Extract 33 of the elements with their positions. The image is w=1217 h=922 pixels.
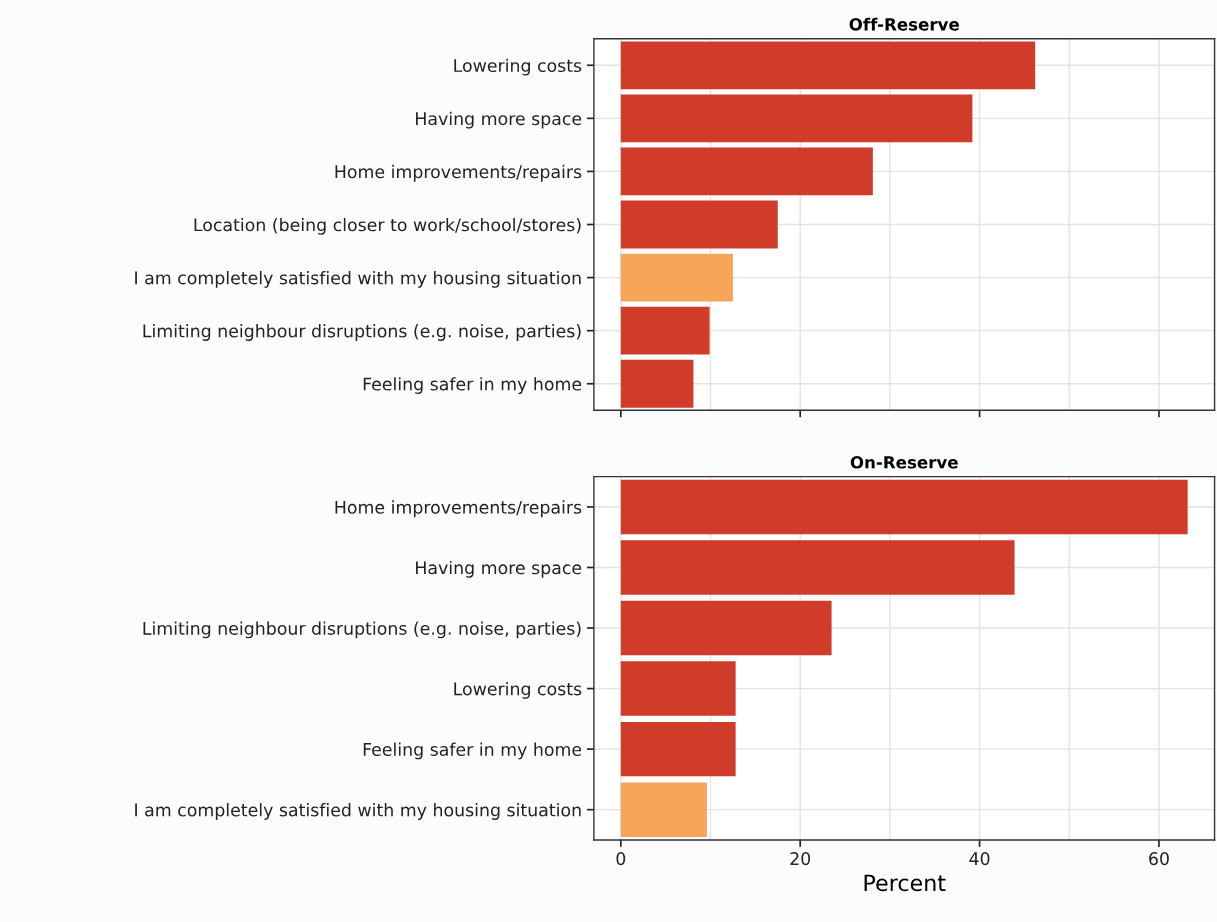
bar [620, 94, 973, 143]
y-tick-label: Having more space [416, 560, 582, 578]
bar [620, 306, 710, 355]
y-tick-label: Limiting neighbour disruptions (e.g. noise, parties) [143, 621, 581, 639]
bar [620, 540, 1015, 595]
y-tick-label: Limiting neighbour disruptions (e.g. noise, parties) [143, 324, 581, 341]
bar [620, 661, 736, 716]
bar [620, 147, 873, 196]
bar [620, 721, 736, 777]
y-tick-label: Lowering costs [454, 681, 582, 699]
bar [620, 359, 694, 408]
bar [620, 253, 733, 302]
bar [620, 200, 778, 249]
y-tick-label: I am completely satisfied with my housing situation [135, 270, 581, 288]
chart-title: Off-Reserve [849, 17, 959, 31]
x-tick-label: 60 [1149, 852, 1169, 866]
bar [620, 41, 1036, 90]
y-tick-label: Home improvements/repairs [335, 164, 582, 182]
y-tick-label: Lowering costs [454, 58, 582, 76]
bar [620, 479, 1188, 535]
y-tick-label: Home improvements/repairs [335, 500, 582, 518]
x-tick-label: 0 [616, 852, 626, 866]
x-tick-label: 20 [790, 852, 811, 866]
y-tick-label: Feeling safer in my home [363, 377, 582, 394]
x-tick-label: 40 [969, 852, 990, 866]
bar [620, 782, 707, 837]
chart-title: On-Reserve [850, 455, 958, 469]
y-tick-label: Feeling safer in my home [363, 742, 582, 760]
bar [620, 600, 832, 656]
y-tick-label: Location (being closer to work/school/stores) [194, 217, 581, 235]
y-tick-label: I am completely satisfied with my housing situation [135, 803, 581, 820]
x-axis-title: Percent [864, 874, 946, 892]
y-tick-label: Having more space [416, 111, 582, 129]
